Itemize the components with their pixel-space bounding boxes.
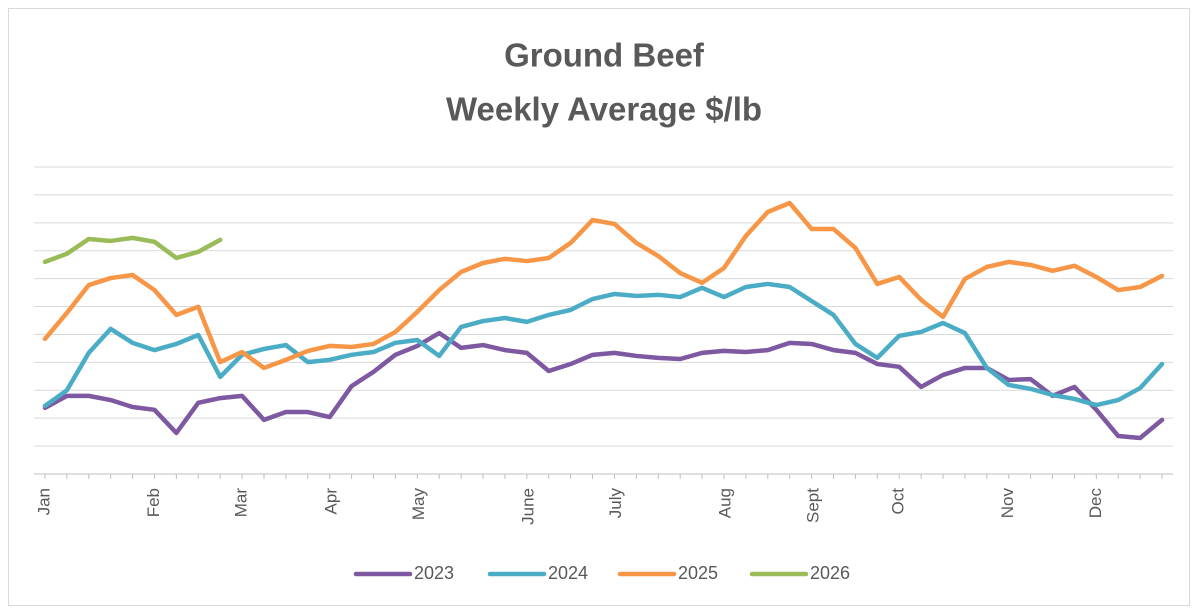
x-tick-label: June [519,488,538,525]
x-tick-label: Jan [34,488,53,515]
legend-label: 2023 [414,563,454,583]
x-tick-label: Feb [144,488,163,517]
x-tick-label: Nov [998,488,1017,519]
legend-label: 2024 [548,563,588,583]
x-tick-label: May [409,488,428,521]
x-tick-label: July [606,488,625,519]
x-tick-label: Oct [889,488,908,515]
x-tick-label: Mar [232,488,251,518]
series-line [42,235,223,265]
x-tick-label: Apr [321,488,340,515]
series-line [42,281,1165,409]
series-line [42,200,1165,371]
series-line [42,330,1165,441]
chart-subtitle: Weekly Average $/lb [446,91,762,128]
x-tick-label: Aug [716,488,735,518]
x-tick-label: Sept [803,488,822,523]
chart-title: Ground Beef [504,37,705,74]
legend-label: 2025 [678,563,718,583]
legend-label: 2026 [810,563,850,583]
x-tick-label: Dec [1086,488,1105,519]
